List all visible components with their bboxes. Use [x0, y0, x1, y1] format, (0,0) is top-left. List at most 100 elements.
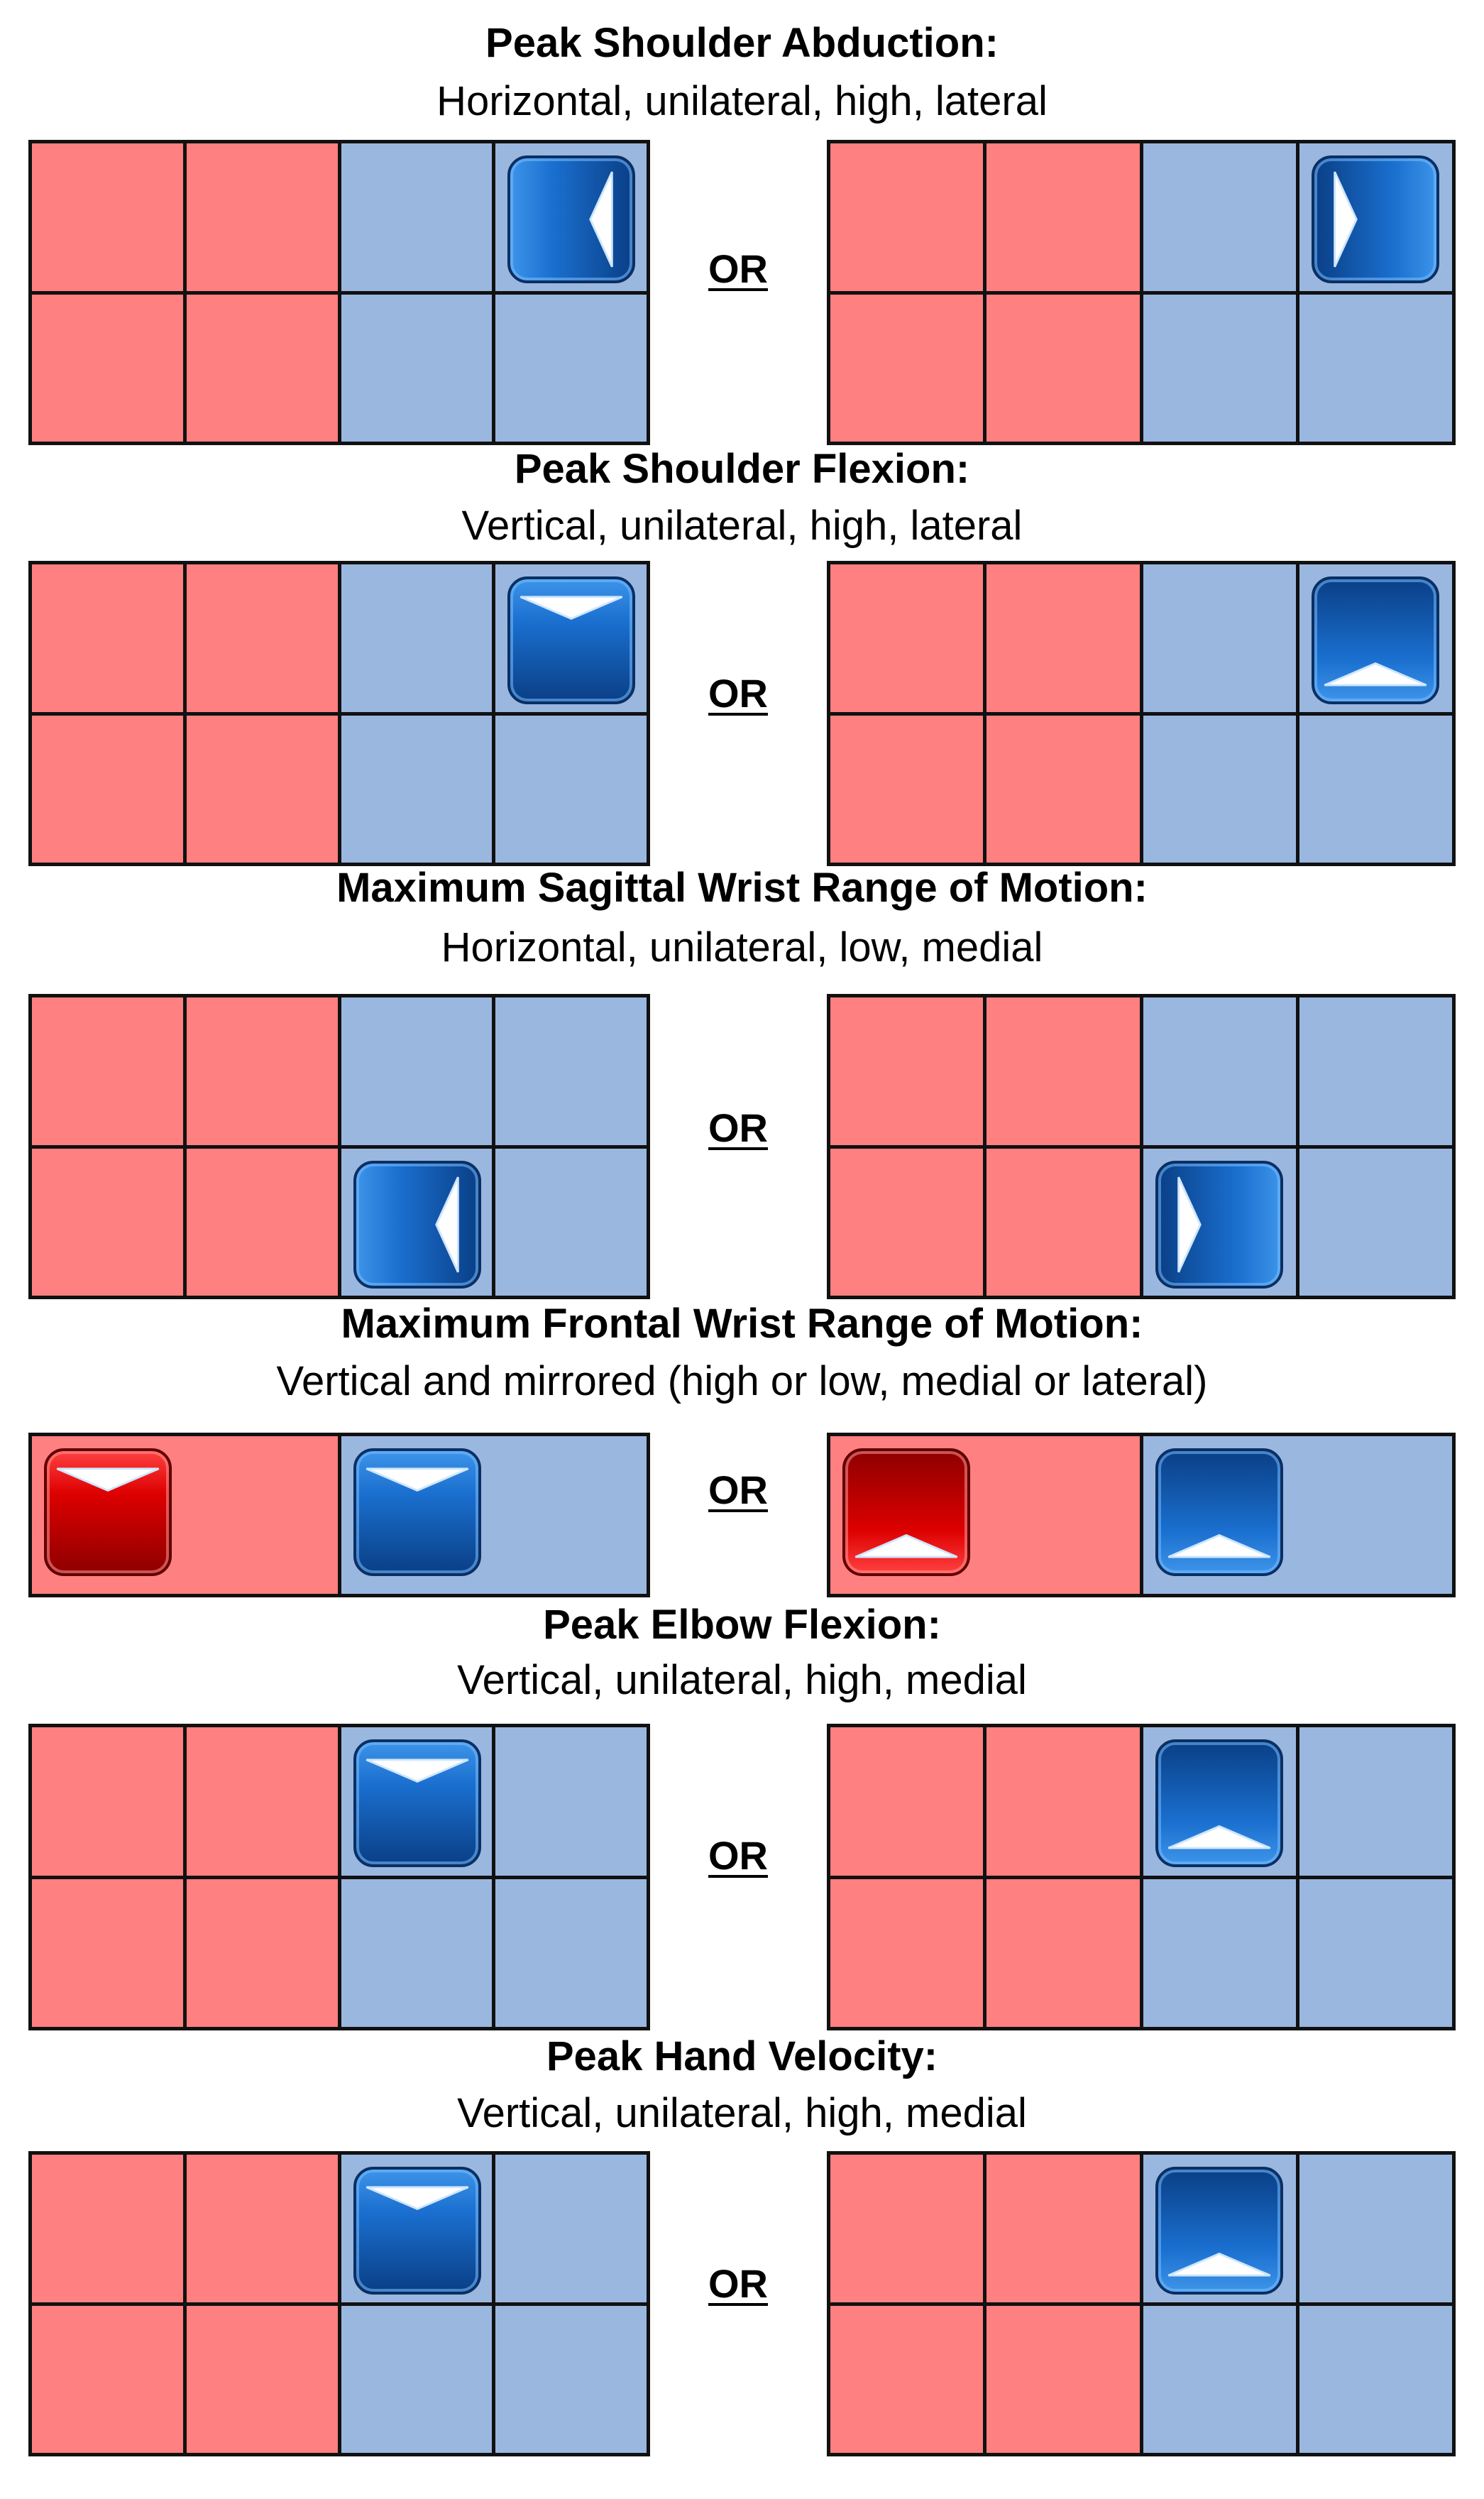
right-side-cell — [1143, 1879, 1296, 2027]
section-title: Peak Shoulder Flexion: — [514, 446, 970, 492]
right-grid — [827, 561, 1456, 866]
left-side-cell — [986, 2155, 1140, 2302]
blue-button-left-arrow-icon — [507, 155, 636, 283]
red-button-up-arrow-icon — [842, 1448, 970, 1576]
section-subtitle: Vertical, unilateral, high, medial — [457, 1657, 1027, 1703]
left-side-cell — [32, 294, 183, 442]
down-arrow-icon — [365, 1759, 468, 1783]
blue-button-down-arrow-icon — [507, 576, 636, 704]
left-side-cell — [830, 564, 984, 712]
right-grid — [827, 994, 1456, 1299]
left-side-cell — [830, 2155, 984, 2302]
left-side-cell — [830, 294, 984, 442]
right-side-cell — [1299, 564, 1452, 712]
right-side-cell — [341, 715, 493, 863]
right-grid — [827, 140, 1456, 445]
left-side-cell — [32, 2155, 183, 2302]
left-side-cell — [986, 143, 1140, 291]
right-side-cell — [1299, 715, 1452, 863]
blue-button-up-arrow-icon — [1155, 2167, 1283, 2295]
left-side-cell — [186, 1727, 338, 1876]
right-side-cell — [495, 1727, 647, 1876]
right-side-cell — [341, 2155, 493, 2302]
or-label: OR — [708, 1105, 768, 1150]
right-grid — [827, 1724, 1456, 2030]
blue-button-up-arrow-icon — [1155, 1739, 1283, 1867]
left-grid — [28, 994, 650, 1299]
left-side-cell — [830, 1727, 984, 1876]
up-arrow-icon — [1167, 2252, 1270, 2277]
left-side-cell — [186, 2155, 338, 2302]
right-side-cell — [1143, 2305, 1296, 2453]
right-side-cell — [495, 2155, 647, 2302]
left-side-cell — [986, 1148, 1140, 1296]
right-side-cell — [1299, 997, 1452, 1145]
left-side-cell — [986, 564, 1140, 712]
right-side-cell — [341, 564, 493, 712]
left-side-cell — [186, 564, 338, 712]
left-grid — [28, 2151, 650, 2456]
up-arrow-icon — [854, 1533, 958, 1558]
right-side-cell — [495, 1148, 647, 1296]
left-side-cell — [32, 143, 183, 291]
left-side-cell — [986, 997, 1140, 1145]
left-side-cell — [32, 1436, 338, 1594]
right-side-cell — [1143, 1148, 1296, 1296]
right-side-cell — [1143, 564, 1296, 712]
up-arrow-icon — [1167, 1825, 1270, 1849]
left-side-cell — [32, 1727, 183, 1876]
left-side-cell — [32, 1879, 183, 2027]
right-side-cell — [1299, 294, 1452, 442]
left-side-cell — [186, 2305, 338, 2453]
section-title: Peak Elbow Flexion: — [543, 1602, 941, 1648]
right-side-cell — [495, 997, 647, 1145]
or-label: OR — [708, 671, 768, 716]
or-label: OR — [708, 2261, 768, 2306]
right-arrow-icon — [1333, 171, 1358, 268]
right-side-cell — [341, 997, 493, 1145]
or-label: OR — [708, 246, 768, 291]
section-subtitle: Vertical and mirrored (high or low, medi… — [276, 1358, 1208, 1404]
left-side-cell — [986, 1879, 1140, 2027]
section-title: Maximum Sagittal Wrist Range of Motion: — [336, 865, 1148, 911]
left-arrow-icon — [434, 1176, 459, 1272]
up-arrow-icon — [1167, 1533, 1270, 1558]
section-subtitle: Horizontal, unilateral, high, lateral — [436, 78, 1048, 124]
blue-button-right-arrow-icon — [1155, 1160, 1283, 1289]
right-side-cell — [495, 564, 647, 712]
left-side-cell — [186, 997, 338, 1145]
right-side-cell — [1299, 143, 1452, 291]
left-grid — [28, 1724, 650, 2030]
left-side-cell — [986, 715, 1140, 863]
right-side-cell — [495, 294, 647, 442]
or-label: OR — [708, 1833, 768, 1878]
left-arrow-icon — [589, 171, 614, 268]
left-side-cell — [32, 715, 183, 863]
right-arrow-icon — [1177, 1176, 1202, 1272]
down-arrow-icon — [520, 596, 623, 620]
right-side-cell — [341, 1879, 493, 2027]
section-title: Peak Hand Velocity: — [546, 2033, 938, 2079]
right-side-cell — [1143, 1436, 1452, 1594]
right-side-cell — [495, 143, 647, 291]
blue-button-up-arrow-icon — [1155, 1448, 1283, 1576]
right-side-cell — [1143, 1727, 1296, 1876]
blue-button-down-arrow-icon — [353, 1739, 481, 1867]
blue-button-up-arrow-icon — [1311, 576, 1439, 704]
section-subtitle: Vertical, unilateral, high, medial — [457, 2090, 1027, 2136]
left-side-cell — [32, 1148, 183, 1296]
right-side-cell — [341, 143, 493, 291]
right-side-cell — [1299, 2305, 1452, 2453]
right-grid — [827, 2151, 1456, 2456]
left-side-cell — [830, 1148, 984, 1296]
right-side-cell — [1299, 1727, 1452, 1876]
left-side-cell — [830, 2305, 984, 2453]
section-subtitle: Vertical, unilateral, high, lateral — [461, 503, 1023, 549]
left-side-cell — [32, 564, 183, 712]
left-side-cell — [986, 1727, 1140, 1876]
right-side-cell — [341, 1436, 647, 1594]
left-side-cell — [186, 715, 338, 863]
left-side-cell — [186, 1148, 338, 1296]
right-side-cell — [1299, 1879, 1452, 2027]
right-side-cell — [1143, 997, 1296, 1145]
